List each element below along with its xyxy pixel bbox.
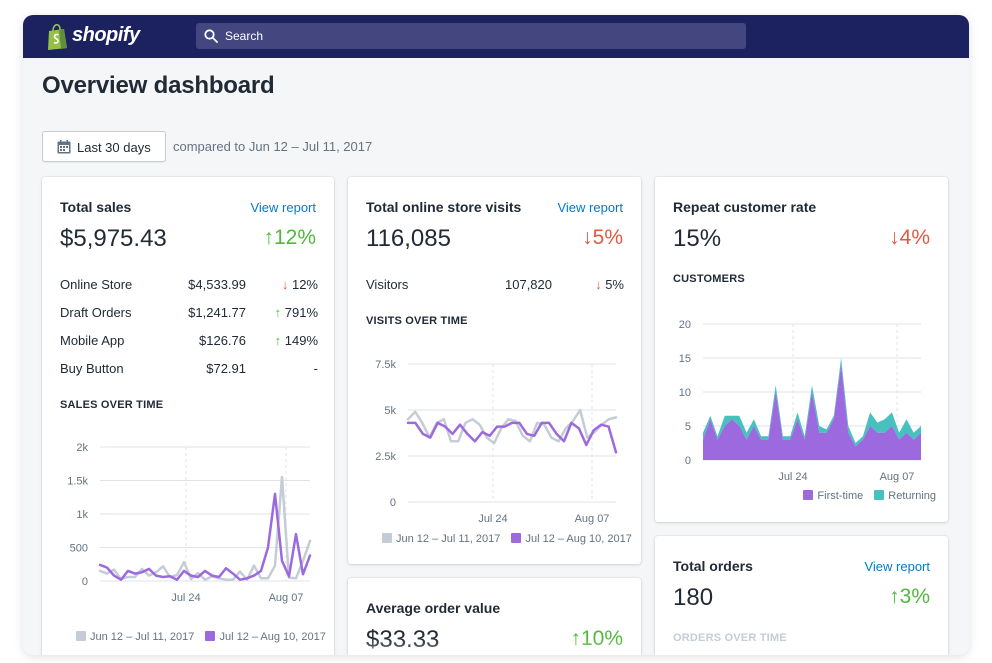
metric-value: 180 xyxy=(673,584,714,611)
arrow-up-icon: ↑ xyxy=(889,585,900,608)
y-tick-label: 500 xyxy=(70,543,88,555)
chart-title: VISITS OVER TIME xyxy=(366,315,468,327)
y-tick-label: 0 xyxy=(685,455,691,467)
x-tick-label: Aug 07 xyxy=(880,471,915,483)
card-title: Repeat customer rate xyxy=(673,199,817,215)
metric-delta: ↓4% xyxy=(889,226,930,249)
y-tick-label: 1k xyxy=(76,509,88,521)
metric-delta: ↑12% xyxy=(263,226,316,249)
series-line xyxy=(98,475,312,581)
metric-delta: ↓5% xyxy=(582,226,623,249)
x-tick-label: Jul 24 xyxy=(478,513,507,525)
total-sales-card: Total sales View report $5,975.43 ↑12% O… xyxy=(42,177,334,655)
breakdown-row: Buy Button $72.91 - xyxy=(60,361,318,376)
y-tick-label: 5k xyxy=(384,405,396,417)
y-tick-label: 2k xyxy=(76,442,88,454)
chart-legend: Jun 12 – Jul 11, 2017 Jul 12 – Aug 10, 2… xyxy=(76,631,334,643)
card-title: Total sales xyxy=(60,199,132,215)
y-tick-label: 15 xyxy=(679,353,691,365)
shopify-logo[interactable]: shopify xyxy=(45,22,145,50)
legend-item-previous: Jun 12 – Jul 11, 2017 xyxy=(76,631,194,643)
arrow-up-icon: ↑ xyxy=(274,333,282,348)
arrow-up-icon: ↑ xyxy=(274,305,282,320)
breakdown-row: Online Store $4,533.99 ↓ 12% xyxy=(60,277,318,292)
legend-item-previous: Jun 12 – Jul 11, 2017 xyxy=(382,533,500,545)
series-line xyxy=(98,492,312,581)
metric-delta: ↑3% xyxy=(889,585,930,608)
customers-chart: 0 5 10 15 20 Jul 24 Aug 07 xyxy=(679,319,921,483)
breakdown-row: Draft Orders $1,241.77 ↑ 791% xyxy=(60,305,318,320)
x-tick-label: Aug 07 xyxy=(575,513,610,525)
sales-over-time-chart: 0 500 1k 1.5k 2k Jul 24 Aug 07 xyxy=(67,442,312,604)
legend-item-current: Jul 12 – Aug 10, 2017 xyxy=(205,631,326,643)
legend-item-returning: Returning xyxy=(874,490,936,502)
metric-value: 15% xyxy=(673,225,722,252)
arrow-down-icon: ↓ xyxy=(889,226,900,249)
calendar-icon xyxy=(57,140,71,154)
y-tick-label: 2.5k xyxy=(375,451,396,463)
y-tick-label: 10 xyxy=(679,387,691,399)
y-tick-label: 20 xyxy=(679,319,691,331)
chart-title: SALES OVER TIME xyxy=(60,399,164,411)
chart-title: CUSTOMERS xyxy=(673,273,745,285)
series-area-first-time xyxy=(703,364,921,460)
metric-value: 116,085 xyxy=(366,225,451,252)
search-icon xyxy=(204,29,218,43)
page-title: Overview dashboard xyxy=(42,72,275,99)
card-fade xyxy=(655,640,948,655)
metric-value: $5,975.43 xyxy=(60,225,167,252)
app-window: shopify Search Overview dashboard Last 3… xyxy=(23,15,969,655)
arrow-up-icon: ↑ xyxy=(263,226,274,249)
arrow-down-icon: ↓ xyxy=(595,277,602,292)
brand-name: shopify xyxy=(72,24,140,46)
y-tick-label: 5 xyxy=(685,421,691,433)
arrow-down-icon: ↓ xyxy=(582,226,593,249)
repeat-rate-card: Repeat customer rate 15% ↓4% CUSTOMERS 0… xyxy=(655,177,948,522)
search-bar[interactable]: Search xyxy=(196,23,746,49)
card-fade xyxy=(348,638,641,655)
card-title: Total online store visits xyxy=(366,199,522,215)
card-fade xyxy=(42,641,334,655)
breakdown-row: Mobile App $126.76 ↑ 149% xyxy=(60,333,318,348)
series-line xyxy=(406,421,618,454)
x-tick-label: Jul 24 xyxy=(778,471,807,483)
compare-text: compared to Jun 12 – Jul 11, 2017 xyxy=(173,139,373,154)
date-range-label: Last 30 days xyxy=(77,140,151,155)
card-title: Total orders xyxy=(673,558,753,574)
chart-legend: Jun 12 – Jul 11, 2017 Jul 12 – Aug 10, 2… xyxy=(382,533,640,545)
total-orders-card: Total orders View report 180 ↑3% ORDERS … xyxy=(655,536,948,655)
arrow-down-icon: ↓ xyxy=(281,277,289,292)
legend-item-current: Jul 12 – Aug 10, 2017 xyxy=(511,533,632,545)
y-tick-label: 7.5k xyxy=(375,359,396,371)
shopify-bag-icon xyxy=(48,24,67,50)
top-bar: shopify Search xyxy=(23,15,969,58)
date-range-button[interactable]: Last 30 days xyxy=(42,131,166,162)
legend-item-first-time: First-time xyxy=(803,490,863,502)
search-input[interactable]: Search xyxy=(225,29,264,43)
x-tick-label: Jul 24 xyxy=(171,592,200,604)
online-visits-card: Total online store visits View report 11… xyxy=(348,177,641,564)
y-tick-label: 1.5k xyxy=(67,476,88,488)
view-report-link[interactable]: View report xyxy=(864,559,930,574)
x-tick-label: Aug 07 xyxy=(269,592,304,604)
card-title: Average order value xyxy=(366,600,501,616)
series-area-returning xyxy=(703,358,921,447)
y-tick-label: 0 xyxy=(390,497,396,509)
view-report-link[interactable]: View report xyxy=(250,200,316,215)
chart-legend: First-time Returning xyxy=(803,490,936,502)
visits-over-time-chart: 0 2.5k 5k 7.5k Jul 24 Aug 07 xyxy=(375,359,618,525)
breakdown-row: Visitors 107,820 ↓ 5% xyxy=(366,277,624,292)
avg-order-card: Average order value $33.33 ↑10% xyxy=(348,578,641,655)
y-tick-label: 0 xyxy=(82,576,88,588)
view-report-link[interactable]: View report xyxy=(557,200,623,215)
series-line xyxy=(406,408,618,445)
